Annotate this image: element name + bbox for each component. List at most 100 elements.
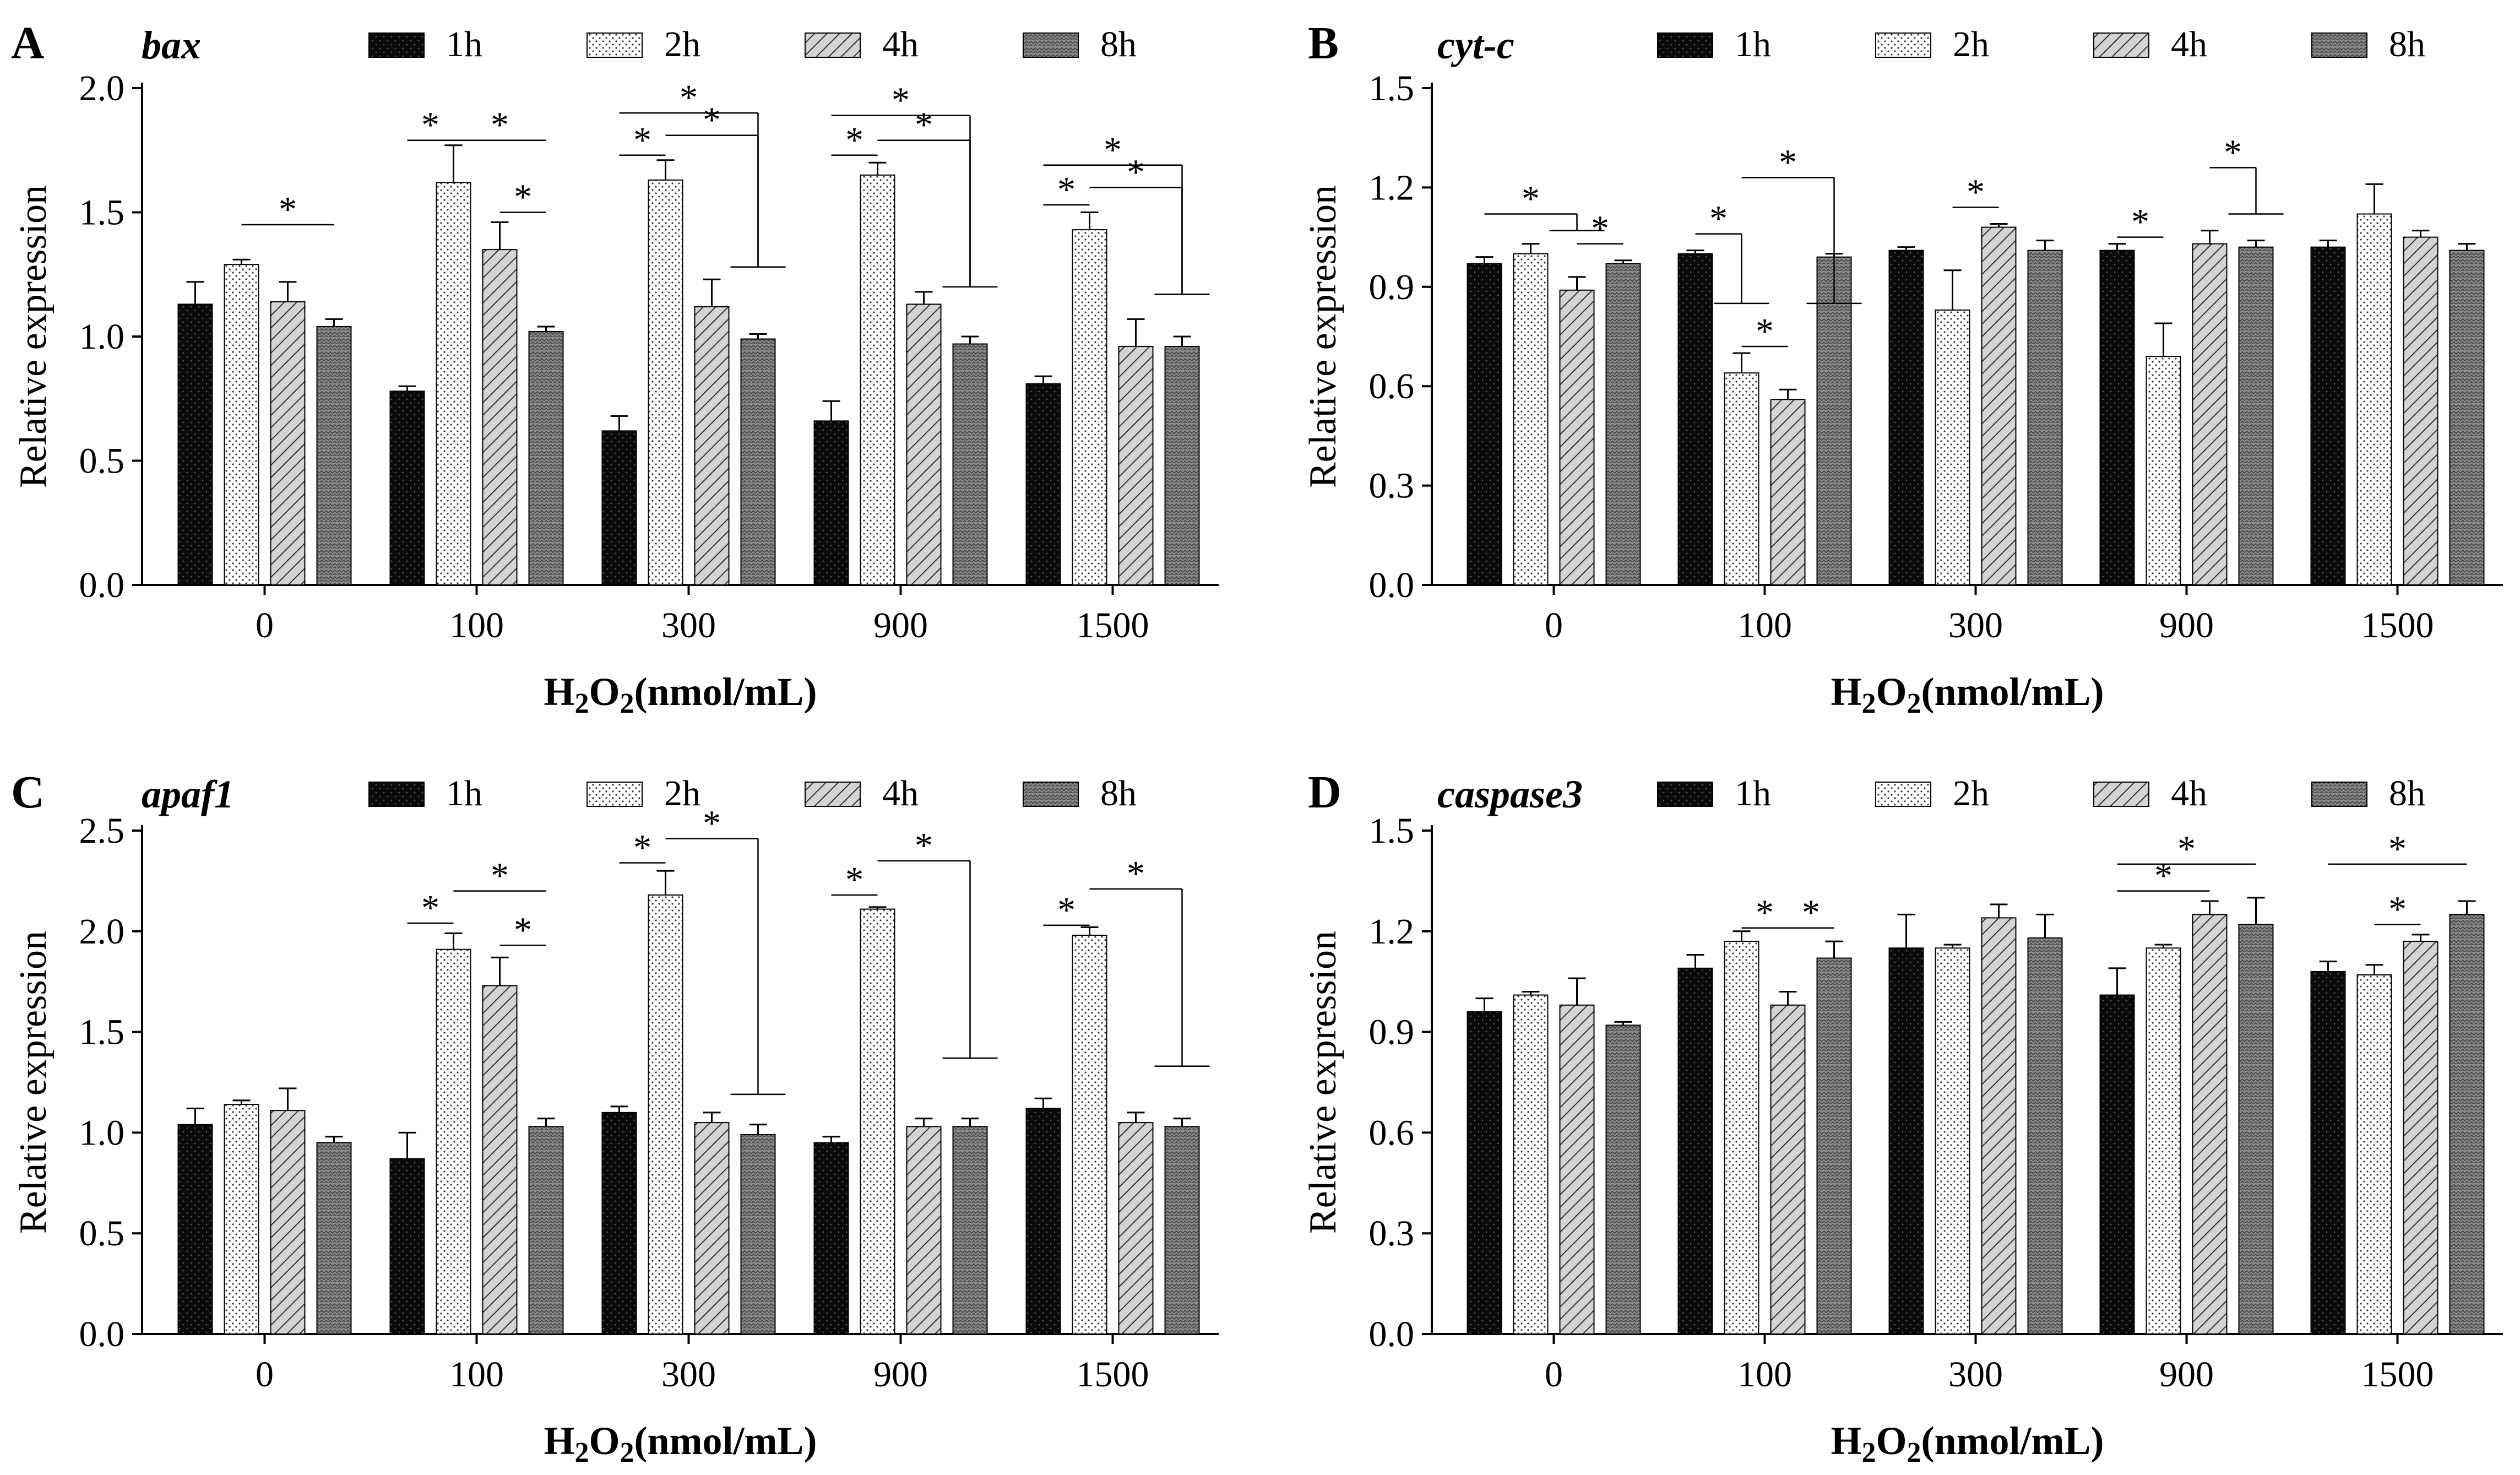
bar-1h-300	[1888, 250, 1924, 585]
significance-star: *	[845, 120, 863, 160]
bar-1h-1500	[2310, 970, 2346, 1335]
bar-2h-1500	[1072, 229, 1107, 585]
panel-letter: C	[11, 767, 45, 818]
significance-star: *	[703, 100, 721, 140]
bar-4h-100	[482, 249, 518, 585]
significance-star: *	[1127, 854, 1145, 894]
gene-title: cyt-c	[1437, 23, 1514, 67]
y-tick-label: 2.0	[79, 912, 125, 952]
y-axis-title: Relative expression	[1302, 185, 1344, 488]
y-tick-label: 0.5	[79, 1213, 125, 1254]
significance-star: *	[2224, 132, 2242, 172]
y-tick-label: 0.0	[79, 1314, 125, 1354]
bar-2h-300	[1935, 947, 1970, 1335]
significance-star: *	[1756, 893, 1774, 933]
legend-swatch-8h	[2311, 782, 2367, 807]
bar-8h-0	[316, 326, 352, 586]
bar-4h-300	[1981, 226, 2017, 585]
significance-star: *	[1756, 311, 1774, 351]
legend-swatch-2h	[586, 782, 643, 807]
x-tick-label: 100	[1737, 1354, 1792, 1395]
legend-label: 4h	[882, 24, 919, 64]
significance-star: *	[491, 856, 509, 896]
y-tick-label: 1.5	[79, 1012, 125, 1053]
legend-label: 8h	[2389, 24, 2425, 64]
bar-8h-100	[1816, 256, 1852, 585]
bar-2h-900	[860, 908, 895, 1335]
bar-8h-900	[2238, 246, 2274, 585]
legend-swatch-4h	[805, 32, 861, 58]
x-tick-label: 300	[1948, 1354, 2003, 1395]
significance-star: *	[2388, 829, 2407, 869]
bar-4h-1500	[1118, 1122, 1154, 1335]
legend-label: 1h	[1735, 24, 1771, 64]
y-tick-label: 1.5	[1369, 68, 1415, 109]
bar-4h-0	[1559, 1004, 1595, 1335]
legend-label: 8h	[2389, 773, 2425, 814]
legend-label: 4h	[882, 773, 919, 814]
bar-4h-100	[482, 985, 518, 1335]
bar-1h-1500	[2310, 246, 2346, 585]
bar-1h-100	[1677, 253, 1713, 585]
x-axis-title: H2O2(nmol/mL)	[544, 1419, 817, 1468]
legend-swatch-8h	[2311, 32, 2367, 58]
y-tick-label: 0.0	[1369, 1314, 1415, 1354]
y-tick-label: 0.3	[1369, 466, 1415, 506]
bar-1h-100	[1677, 967, 1713, 1335]
legend-swatch-8h	[1023, 32, 1079, 58]
significance-star: *	[633, 827, 651, 867]
x-tick-label: 100	[449, 605, 504, 646]
significance-star: *	[1127, 152, 1145, 192]
y-tick-label: 0.9	[1369, 267, 1415, 307]
bar-8h-0	[1605, 1024, 1641, 1335]
bar-4h-300	[1981, 917, 2017, 1335]
significance-star: *	[1802, 893, 1820, 933]
bar-4h-1500	[1118, 346, 1154, 585]
bar-2h-1500	[2356, 213, 2392, 585]
y-axis-title: Relative expression	[12, 931, 55, 1234]
bar-2h-1500	[2356, 974, 2392, 1335]
x-tick-label: 0	[256, 605, 274, 646]
x-tick-label: 300	[661, 605, 716, 646]
significance-star: *	[421, 888, 439, 928]
y-tick-label: 1.2	[1369, 167, 1415, 208]
significance-star: *	[1709, 199, 1728, 239]
bar-2h-0	[1513, 253, 1549, 585]
legend-swatch-2h	[1875, 782, 1931, 807]
y-axis-title: Relative expression	[1302, 931, 1344, 1234]
x-tick-label: 1500	[2361, 1354, 2434, 1395]
significance-star: *	[1591, 209, 1609, 249]
bar-1h-0	[1467, 1011, 1502, 1335]
bar-4h-0	[270, 1110, 306, 1335]
significance-star: *	[1967, 172, 1985, 212]
bar-1h-100	[389, 391, 425, 585]
y-tick-label: 0.3	[1369, 1213, 1415, 1254]
legend-swatch-4h	[805, 782, 861, 807]
bar-8h-100	[528, 1126, 564, 1335]
bar-4h-0	[1559, 289, 1595, 585]
bar-2h-300	[648, 179, 683, 585]
bar-1h-900	[813, 1142, 849, 1335]
bar-4h-1500	[2403, 941, 2438, 1335]
y-tick-label: 2.0	[79, 68, 125, 109]
bar-8h-100	[528, 330, 564, 585]
bar-4h-100	[1770, 1004, 1806, 1335]
x-axis-title: H2O2(nmol/mL)	[1831, 1419, 2104, 1468]
bar-1h-1500	[1025, 1108, 1061, 1335]
y-tick-label: 1.0	[79, 1113, 125, 1153]
x-tick-label: 0	[1545, 1354, 1563, 1395]
bar-4h-1500	[2403, 236, 2438, 586]
legend-label: 8h	[1100, 24, 1137, 64]
bar-2h-900	[2146, 356, 2181, 586]
bar-8h-1500	[2449, 914, 2485, 1335]
legend-swatch-2h	[586, 32, 643, 58]
bar-2h-300	[648, 894, 683, 1335]
y-tick-label: 0.0	[1369, 565, 1415, 605]
significance-star: *	[1779, 142, 1797, 182]
y-axis-title: Relative expression	[12, 185, 55, 488]
significance-star: *	[1104, 130, 1122, 170]
y-tick-label: 0.6	[1369, 366, 1415, 406]
